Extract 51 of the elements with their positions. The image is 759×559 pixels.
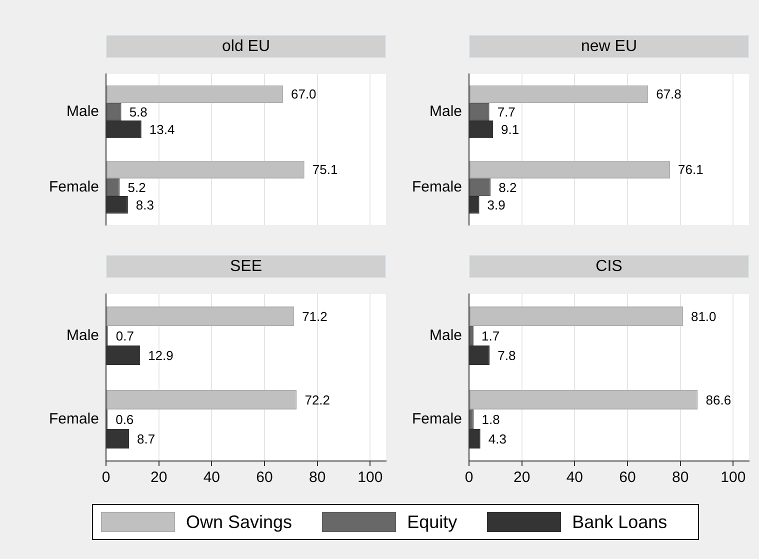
- data-label: 67.0: [290, 86, 316, 102]
- data-label: 76.1: [678, 162, 704, 178]
- chart-title: CIS: [469, 255, 749, 278]
- chart-title: SEE: [106, 255, 386, 278]
- data-label: 8.7: [136, 431, 156, 446]
- data-label: 8.3: [136, 197, 154, 212]
- y-tick-label: Female: [412, 178, 462, 196]
- x-tick-label: 100: [358, 469, 383, 486]
- data-label: 5.8: [129, 104, 148, 120]
- data-label: 9.1: [501, 122, 520, 137]
- data-label: 4.3: [488, 431, 506, 446]
- data-label: 13.4: [149, 122, 175, 137]
- x-tick-label: 40: [203, 469, 220, 486]
- y-tick-label: Male: [429, 102, 462, 120]
- chart-title: new EU: [469, 35, 749, 58]
- legend-label: Equity: [407, 512, 458, 532]
- data-label: 0.7: [116, 328, 134, 344]
- legend-label: Bank Loans: [572, 512, 668, 532]
- x-tick-label: 20: [150, 469, 168, 486]
- x-tick-label: 80: [308, 469, 326, 486]
- x-tick-label: 60: [256, 469, 273, 486]
- data-label: 81.0: [690, 308, 716, 324]
- data-label: 71.2: [302, 308, 328, 324]
- data-label: 75.1: [312, 162, 338, 178]
- data-label: 3.9: [487, 197, 506, 212]
- data-label: 0.6: [116, 412, 134, 427]
- x-tick-label: 60: [619, 469, 636, 486]
- data-label: 12.9: [148, 348, 174, 363]
- x-tick-label: 20: [513, 469, 530, 486]
- data-label: 1.8: [482, 412, 500, 427]
- data-label: 8.2: [498, 180, 517, 195]
- data-label: 72.2: [304, 392, 330, 408]
- y-tick-label: Female: [48, 410, 99, 428]
- x-tick-label: 0: [102, 469, 110, 486]
- data-label: 7.7: [497, 104, 516, 120]
- x-tick-label: 100: [720, 469, 746, 486]
- y-tick-label: Female: [412, 410, 462, 428]
- y-tick-label: Male: [66, 326, 99, 344]
- legend-label: Own Savings: [186, 512, 292, 532]
- data-label: 7.8: [498, 348, 516, 363]
- x-tick-label: 80: [672, 469, 689, 486]
- data-label: 86.6: [706, 392, 732, 408]
- data-label: 1.7: [481, 328, 500, 344]
- y-tick-label: Male: [66, 102, 99, 120]
- x-tick-label: 0: [464, 469, 474, 486]
- data-label: 5.2: [128, 180, 146, 195]
- x-tick-label: 40: [566, 469, 584, 486]
- chart-title: old EU: [106, 35, 386, 58]
- y-tick-label: Female: [48, 178, 99, 196]
- data-label: 67.8: [656, 86, 682, 102]
- y-tick-label: Male: [429, 326, 462, 344]
